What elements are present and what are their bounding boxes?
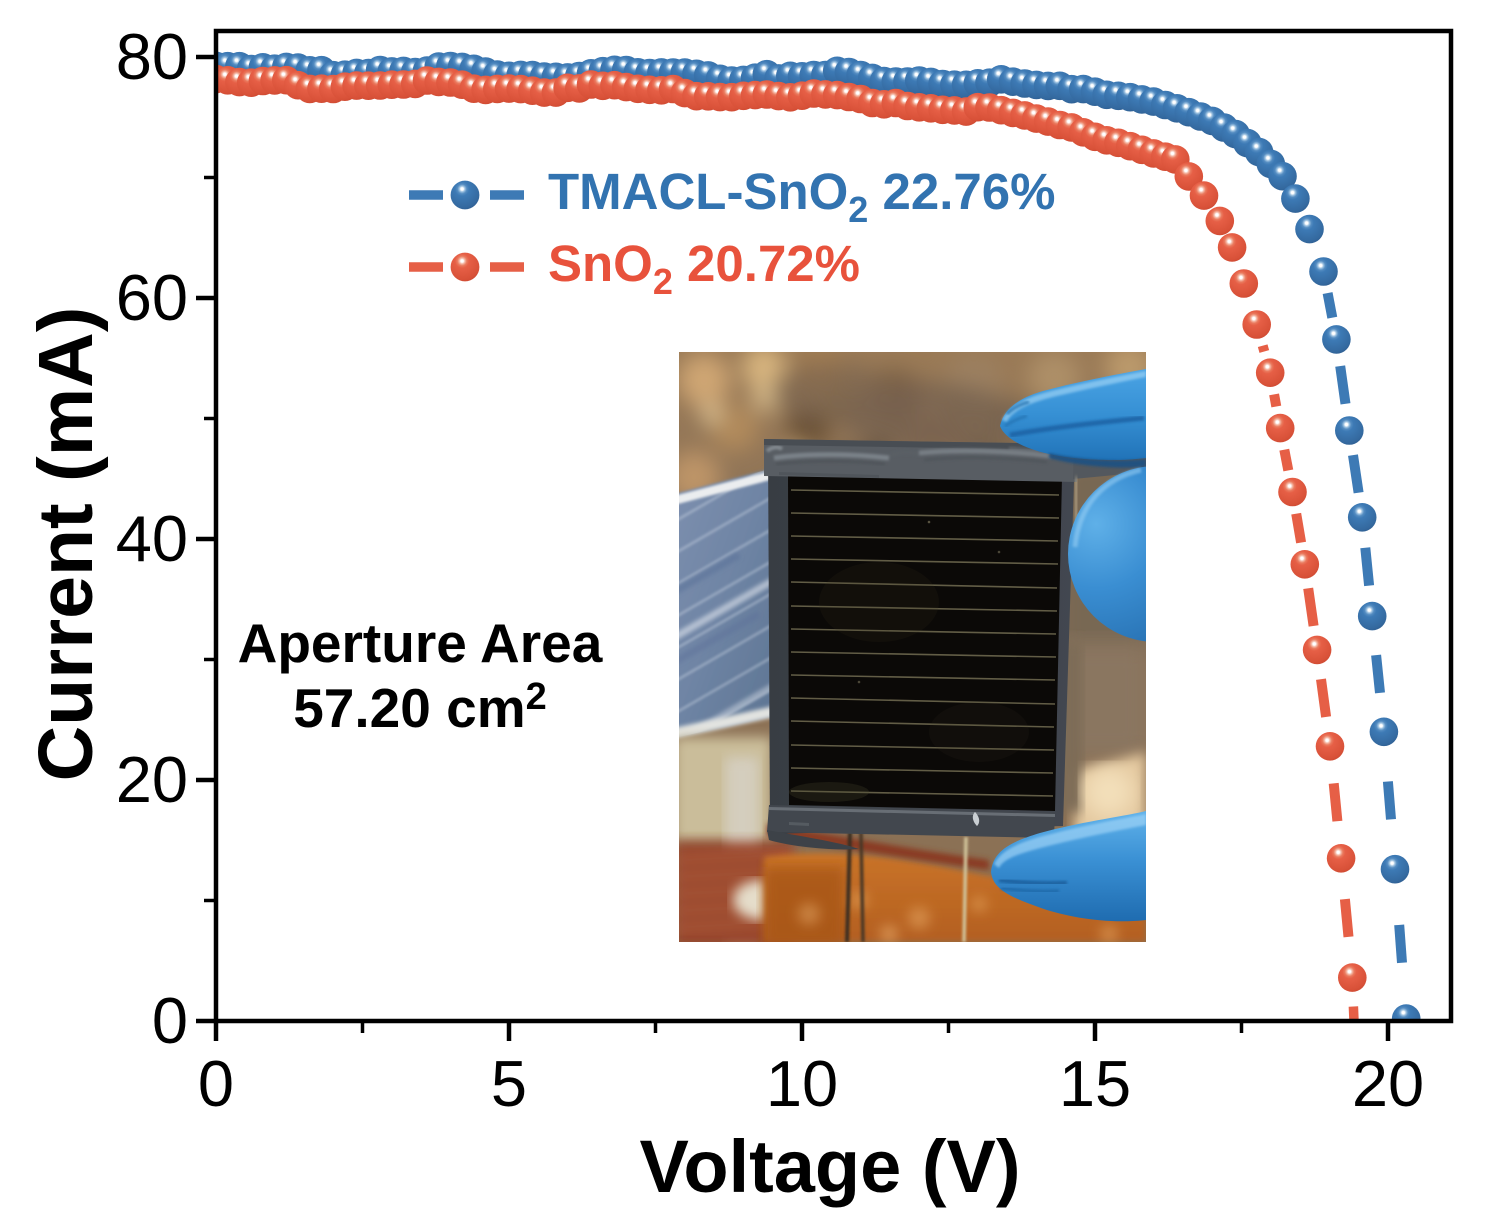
svg-text:SnO2 20.72%: SnO2 20.72% (548, 235, 860, 302)
svg-text:60: 60 (116, 261, 188, 334)
svg-text:0: 0 (152, 984, 188, 1057)
svg-text:57.20 cm2: 57.20 cm2 (293, 676, 547, 739)
svg-text:15: 15 (1059, 1047, 1131, 1120)
svg-text:Aperture Area: Aperture Area (238, 612, 603, 674)
svg-text:10: 10 (766, 1047, 838, 1120)
svg-text:0: 0 (198, 1047, 234, 1120)
svg-text:Current (mA): Current (mA) (23, 307, 109, 782)
svg-text:Voltage (V): Voltage (V) (640, 1125, 1021, 1208)
svg-text:5: 5 (491, 1047, 527, 1120)
svg-text:20: 20 (1352, 1047, 1424, 1120)
svg-text:40: 40 (116, 502, 188, 575)
svg-text:80: 80 (116, 20, 188, 93)
svg-text:20: 20 (116, 743, 188, 816)
svg-text:TMACL-SnO2 22.76%: TMACL-SnO2 22.76% (548, 163, 1055, 230)
